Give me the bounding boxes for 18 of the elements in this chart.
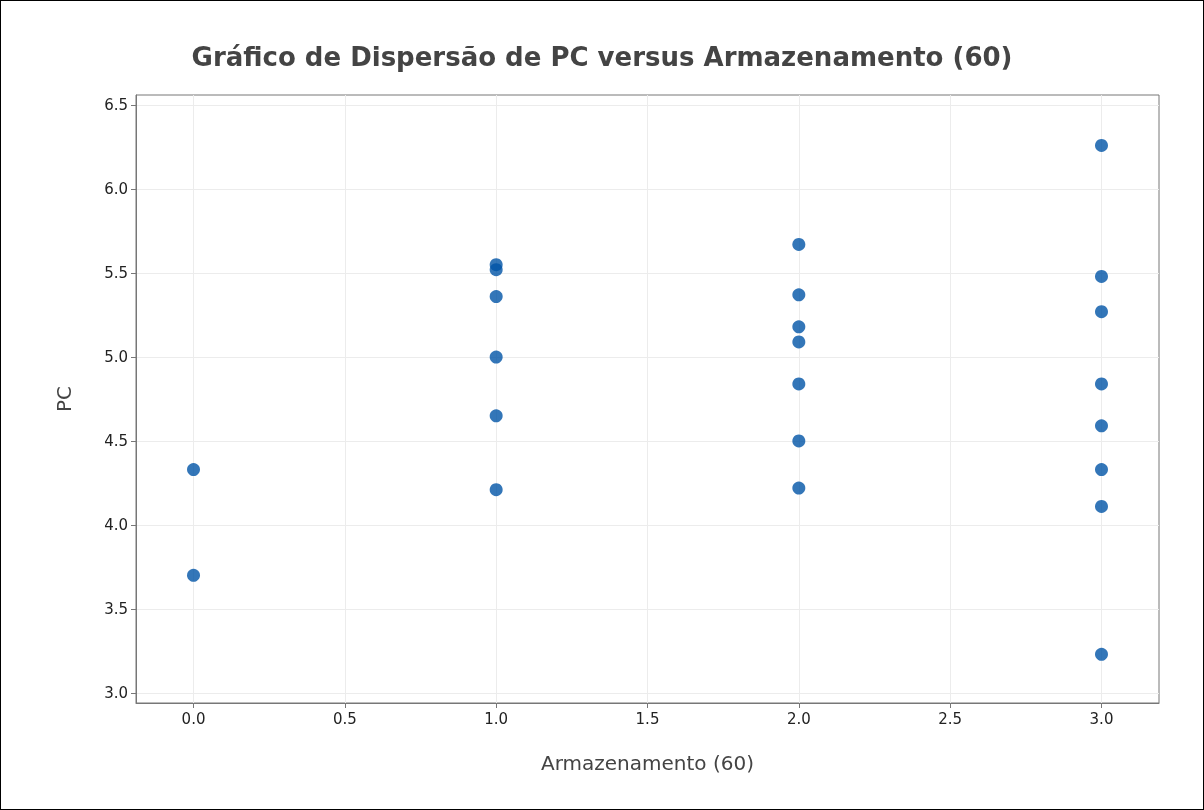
x-tick-label: 3.0 — [1089, 709, 1114, 728]
chart-title: Gráfico de Dispersão de PC versus Armazenamento (60) — [191, 42, 1013, 72]
x-tick-label: 0.5 — [332, 709, 357, 728]
y-tick-label: 4.0 — [104, 515, 128, 534]
y-tick-label: 4.5 — [104, 431, 128, 450]
x-tick-label: 0.0 — [181, 709, 206, 728]
y-tick-label: 3.5 — [104, 599, 128, 618]
y-axis-title: PC — [52, 385, 76, 413]
y-tick-label: 5.0 — [104, 348, 128, 367]
x-tick-label: 2.5 — [938, 709, 963, 728]
x-axis-title: Armazenamento (60) — [541, 751, 754, 775]
y-tick-label: 6.0 — [104, 180, 128, 199]
y-tick-label: 6.5 — [104, 96, 128, 115]
x-tick-label: 1.0 — [484, 709, 509, 728]
x-tick-label: 2.0 — [786, 709, 811, 728]
y-tick-label: 5.5 — [104, 264, 128, 283]
x-tick-label: 1.5 — [635, 709, 660, 728]
y-tick-label: 3.0 — [104, 683, 128, 702]
